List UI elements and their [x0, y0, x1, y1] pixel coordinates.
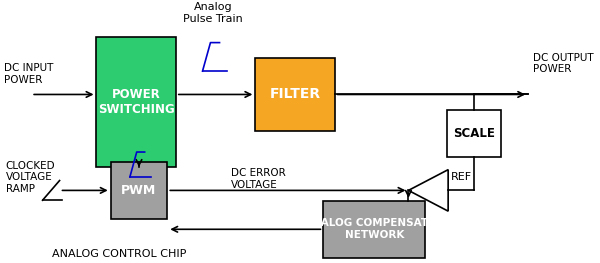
- Polygon shape: [409, 170, 448, 211]
- Text: Analog
Pulse Train: Analog Pulse Train: [183, 2, 242, 24]
- Text: DC INPUT
POWER: DC INPUT POWER: [4, 63, 53, 84]
- Text: ANALOG COMPENSATOR
NETWORK: ANALOG COMPENSATOR NETWORK: [304, 219, 445, 240]
- Bar: [255, 58, 335, 131]
- Bar: [323, 201, 425, 258]
- Bar: [110, 162, 167, 219]
- Text: SCALE: SCALE: [453, 127, 494, 140]
- Text: PWM: PWM: [121, 184, 157, 197]
- Text: DC ERROR
VOLTAGE: DC ERROR VOLTAGE: [231, 168, 286, 190]
- Text: DC OUTPUT
POWER: DC OUTPUT POWER: [533, 53, 594, 74]
- Bar: [447, 110, 500, 157]
- Text: REF: REF: [451, 173, 472, 183]
- Bar: [97, 37, 176, 167]
- Text: CLOCKED
VOLTAGE
RAMP: CLOCKED VOLTAGE RAMP: [5, 161, 55, 194]
- Text: POWER
SWITCHING: POWER SWITCHING: [98, 88, 175, 116]
- Text: ANALOG CONTROL CHIP: ANALOG CONTROL CHIP: [52, 249, 187, 259]
- Text: FILTER: FILTER: [269, 88, 320, 102]
